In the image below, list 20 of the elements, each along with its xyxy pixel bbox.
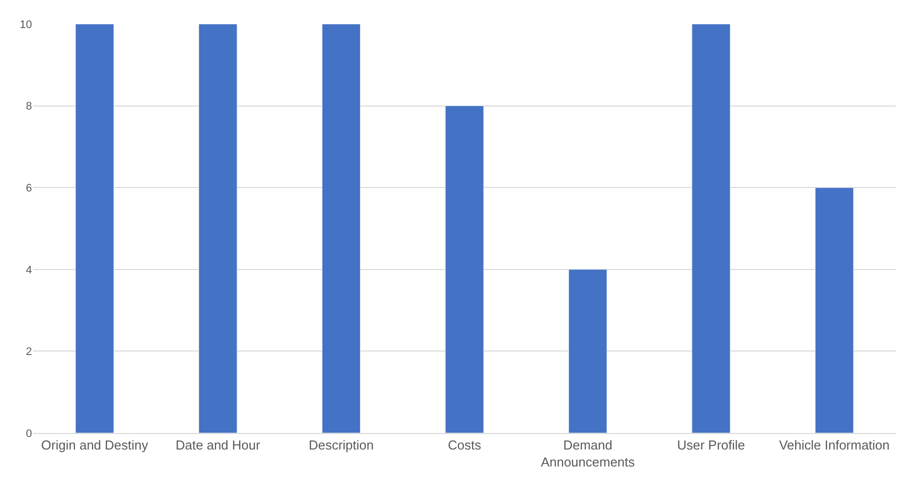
bar bbox=[445, 106, 484, 433]
x-tick-label: User Profile bbox=[677, 438, 746, 453]
x-tick-label: Vehicle Information bbox=[779, 438, 890, 453]
x-tick-label: Origin and Destiny bbox=[41, 438, 149, 453]
bar bbox=[198, 24, 238, 433]
y-tick-label: 10 bbox=[20, 18, 32, 31]
x-tick-label: Description bbox=[308, 438, 374, 453]
y-tick-label: 6 bbox=[26, 182, 32, 194]
bar bbox=[815, 187, 854, 433]
y-tick-label: 4 bbox=[26, 264, 32, 276]
bar bbox=[75, 24, 114, 433]
y-tick-label: 2 bbox=[26, 346, 32, 358]
y-tick-label: 8 bbox=[26, 100, 32, 113]
x-tick-label: Date and Hour bbox=[176, 438, 261, 453]
bar bbox=[568, 269, 608, 433]
x-tick-label: Costs bbox=[448, 438, 482, 453]
bar bbox=[322, 24, 361, 433]
x-tick-label: Demand Announcements bbox=[540, 438, 636, 470]
y-tick-label: 0 bbox=[26, 428, 32, 440]
bar bbox=[692, 24, 730, 433]
